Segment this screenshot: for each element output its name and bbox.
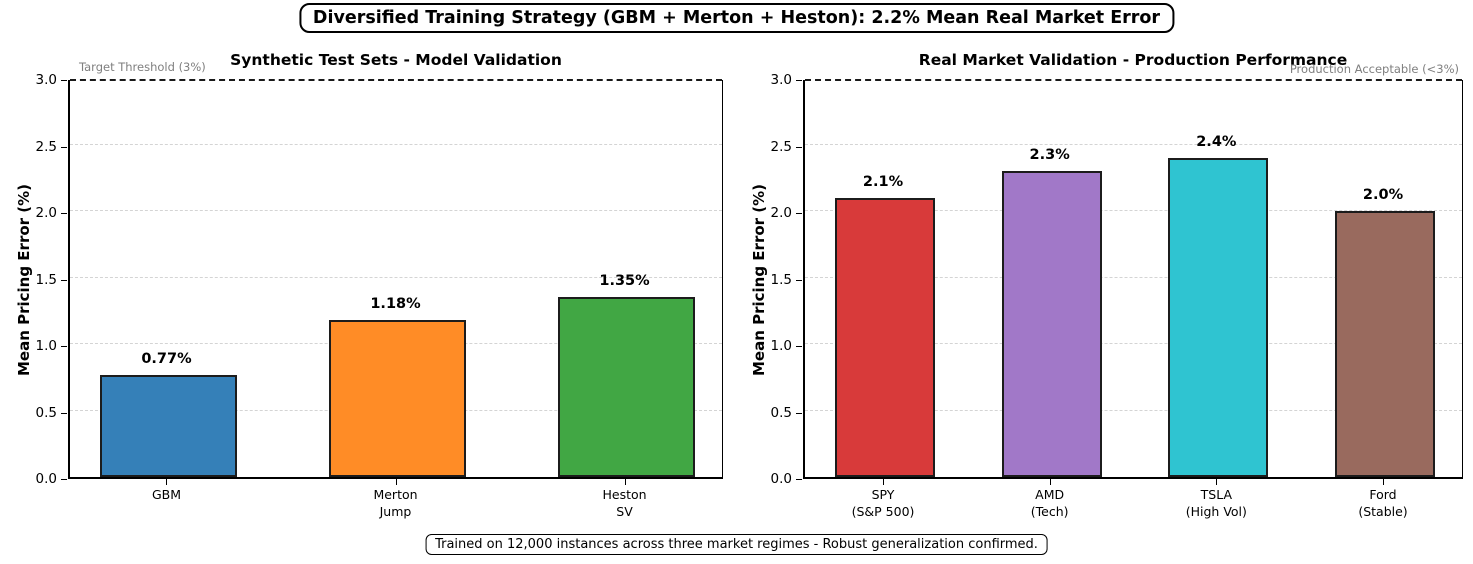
y-tick-label: 1.5 (770, 271, 792, 288)
bar-value-label: 0.77% (141, 350, 192, 367)
tick-mark (883, 479, 884, 485)
tick-mark (796, 146, 802, 148)
bar-value-label: 2.1% (862, 173, 904, 190)
tick-mark (61, 346, 67, 347)
tick-mark (796, 279, 802, 281)
y-tick-label: 1.0 (770, 338, 792, 354)
y-tick-label: 3.0 (35, 72, 57, 88)
bar-value-label: 2.3% (1029, 147, 1070, 164)
right-chart-plot-area (803, 79, 1463, 479)
bar-value-label: 2.0% (1362, 187, 1404, 203)
figure-title: Diversified Training Strategy (GBM + Mer… (298, 3, 1175, 33)
x-tick-label: SPY (S&P 500) (851, 487, 915, 519)
tick-mark (796, 346, 802, 347)
right-threshold-label: Production Acceptable (<3%) (1289, 62, 1459, 76)
bar-value-label: 2.4% (1196, 133, 1237, 150)
bar-value-label: 1.18% (370, 296, 421, 313)
tick-mark (61, 479, 67, 480)
gridline (805, 210, 1462, 211)
gridline (805, 143, 1462, 145)
bar (1335, 211, 1435, 477)
x-tick-label: TSLA (High Vol) (1185, 487, 1247, 519)
y-tick-label: 0.0 (35, 471, 57, 487)
gridline (70, 210, 722, 211)
bar (557, 297, 696, 477)
tick-mark (61, 213, 67, 214)
left-chart-plot-area (68, 79, 723, 479)
bar (328, 320, 467, 477)
bar (1168, 157, 1269, 477)
tick-mark (624, 479, 626, 485)
y-tick-label: 3.0 (770, 72, 792, 88)
threshold-line (805, 79, 1462, 81)
y-tick-label: 2.0 (770, 205, 792, 221)
x-tick-label: GBM (151, 487, 181, 502)
tick-mark (61, 279, 67, 281)
tick-mark (796, 479, 802, 480)
x-tick-label: Ford (Stable) (1358, 487, 1408, 519)
right-chart-title: Real Market Validation - Production Perf… (918, 51, 1348, 69)
left-threshold-label: Target Threshold (3%) (79, 60, 206, 74)
x-tick-label: Heston SV (602, 487, 647, 519)
tick-mark (1049, 479, 1051, 485)
left-chart-title: Synthetic Test Sets - Model Validation (230, 51, 562, 69)
tick-mark (796, 412, 802, 414)
tick-mark (61, 146, 67, 148)
bar-value-label: 1.35% (599, 273, 650, 290)
tick-mark (61, 80, 67, 81)
gridline (70, 143, 722, 145)
x-tick-label: AMD (Tech) (1030, 487, 1069, 519)
y-tick-label: 1.0 (35, 338, 57, 354)
y-tick-label: 0.0 (770, 471, 792, 487)
y-tick-label: 2.0 (35, 205, 57, 221)
tick-mark (166, 479, 168, 485)
bar (835, 197, 935, 477)
tick-mark (1383, 479, 1384, 485)
tick-mark (395, 479, 397, 485)
gridline (805, 409, 1462, 411)
bar (1001, 171, 1102, 477)
gridline (70, 276, 722, 278)
threshold-line (70, 79, 722, 81)
gridline (805, 276, 1462, 278)
y-tick-label: 1.5 (35, 271, 57, 288)
figure-caption: Trained on 12,000 instances across three… (425, 534, 1048, 555)
x-tick-label: Merton Jump (373, 487, 418, 519)
tick-mark (1216, 479, 1218, 485)
tick-mark (796, 213, 802, 214)
bar (99, 374, 238, 477)
tick-mark (796, 80, 802, 81)
gridline (805, 343, 1462, 344)
tick-mark (61, 412, 67, 414)
y-tick-label: 0.5 (35, 404, 57, 421)
y-tick-label: 0.5 (770, 404, 792, 421)
y-tick-label: 2.5 (35, 138, 57, 155)
y-tick-label: 2.5 (770, 138, 792, 155)
